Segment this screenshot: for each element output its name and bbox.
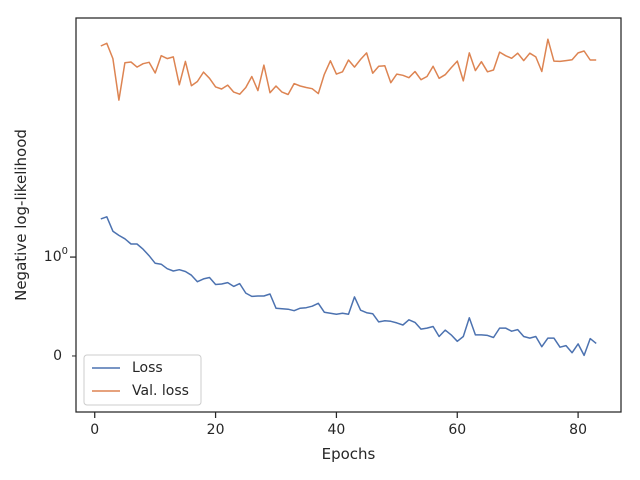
legend-label-loss: Loss bbox=[132, 360, 163, 376]
y-axis-label: Negative log-likelihood bbox=[12, 129, 30, 301]
y-axis: 100 0 bbox=[44, 246, 76, 364]
y-tick-label-minor: 0 bbox=[53, 348, 62, 364]
x-tick-label: 40 bbox=[328, 422, 346, 438]
y-tick-label-major: 100 bbox=[44, 246, 68, 265]
x-tick-label: 20 bbox=[207, 422, 225, 438]
series-line-loss bbox=[100, 216, 597, 357]
plot-frame bbox=[75, 17, 622, 413]
y-tick-label-base: 10 bbox=[44, 249, 62, 265]
x-tick-label: 0 bbox=[90, 422, 99, 438]
x-tick-label: 60 bbox=[448, 422, 466, 438]
legend-label-val-loss: Val. loss bbox=[132, 383, 189, 399]
legend: Loss Val. loss bbox=[83, 354, 202, 406]
y-tick-label-exponent: 0 bbox=[62, 246, 68, 257]
x-axis-label: Epochs bbox=[322, 445, 376, 463]
series-line-val-loss bbox=[100, 38, 597, 101]
x-axis: 0 20 40 60 80 bbox=[90, 412, 587, 438]
series-layer bbox=[100, 38, 597, 357]
x-tick-label: 80 bbox=[569, 422, 587, 438]
